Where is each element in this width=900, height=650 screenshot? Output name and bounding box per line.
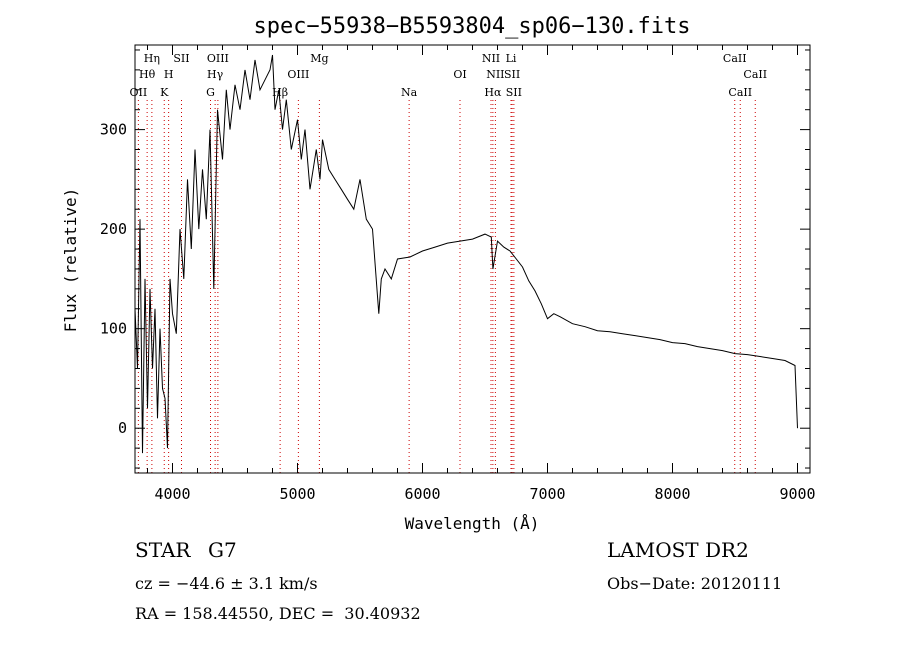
line-markers bbox=[137, 100, 756, 473]
object-subclass: G7 bbox=[208, 538, 237, 562]
line-label-6: G bbox=[206, 86, 215, 99]
y-tick-label: 0 bbox=[118, 419, 127, 437]
ra-dec-coordinates: RA = 158.44550, DEC = 30.40932 bbox=[135, 604, 421, 623]
spectrum-group bbox=[135, 54, 798, 454]
x-tick-label: 8000 bbox=[654, 485, 690, 503]
line-label-14: NII bbox=[482, 52, 500, 65]
y-axis-ticks: 0 100 200 300 bbox=[100, 49, 810, 469]
line-label-2: Hθ bbox=[139, 68, 156, 81]
line-label-9: Hβ bbox=[272, 86, 288, 99]
line-label-0: OII bbox=[130, 86, 148, 99]
x-axis-ticks: 4000 5000 6000 7000 8000 9000 bbox=[147, 45, 816, 503]
x-tick-label: 9000 bbox=[779, 485, 815, 503]
line-label-21: CaII bbox=[728, 86, 752, 99]
observation-date: Obs−Date: 20120111 bbox=[607, 574, 783, 593]
line-label-17: Li bbox=[506, 52, 517, 65]
line-label-16: Hα bbox=[484, 86, 502, 99]
chart-title: spec−55938−B5593804_sp06−130.fits bbox=[253, 14, 690, 39]
plot-frame bbox=[134, 44, 811, 474]
spectrum-line bbox=[135, 54, 798, 454]
x-tick-label: 6000 bbox=[404, 485, 440, 503]
y-axis-label: Flux (relative) bbox=[61, 188, 80, 333]
line-label-7: Hγ bbox=[207, 68, 224, 81]
line-label-15: NII bbox=[486, 68, 504, 81]
line-label-22: CaII bbox=[743, 68, 767, 81]
line-label-20: CaII bbox=[723, 52, 747, 65]
line-label-3: K bbox=[160, 86, 169, 99]
line-label-19: SII bbox=[506, 86, 522, 99]
line-label-4: H bbox=[164, 68, 174, 81]
line-label-12: Na bbox=[401, 86, 418, 99]
line-label-10: OIII bbox=[287, 68, 309, 81]
x-axis-label: Wavelength (Å) bbox=[405, 514, 540, 533]
line-label-1: Hη bbox=[144, 52, 160, 65]
y-tick-label: 200 bbox=[100, 220, 127, 238]
line-label-5: SII bbox=[173, 52, 189, 65]
line-label-18: SII bbox=[504, 68, 520, 81]
survey-name: LAMOST DR2 bbox=[607, 538, 749, 562]
x-tick-label: 5000 bbox=[279, 485, 315, 503]
line-label-11: Mg bbox=[310, 52, 328, 65]
y-tick-label: 100 bbox=[100, 320, 127, 338]
line-label-8: OIII bbox=[207, 52, 229, 65]
y-tick-label: 300 bbox=[100, 121, 127, 139]
line-label-13: OI bbox=[453, 68, 466, 81]
object-class: STAR bbox=[135, 538, 191, 562]
line-labels: OIIHηHθKHSIIGHγOIIIHβOIIIMgNaOINIINIIHαL… bbox=[130, 52, 768, 99]
redshift-velocity: cz = −44.6 ± 3.1 km/s bbox=[135, 574, 318, 593]
x-tick-label: 4000 bbox=[154, 485, 190, 503]
x-tick-label: 7000 bbox=[529, 485, 565, 503]
